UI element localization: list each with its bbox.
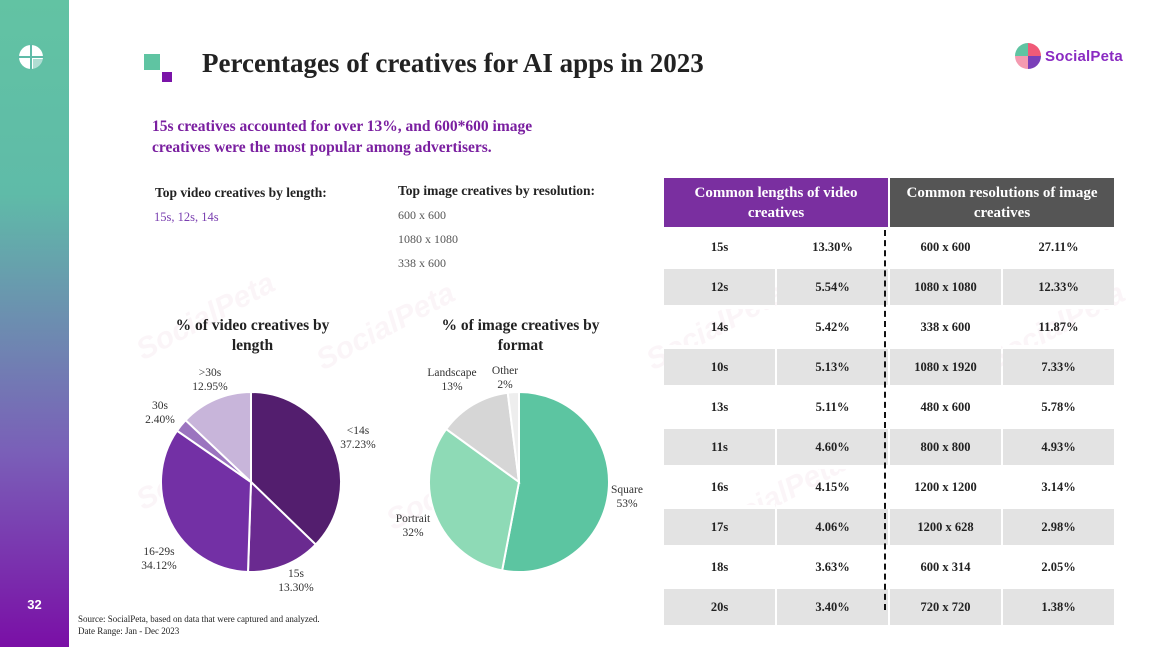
sidebar-band: 32 bbox=[0, 0, 69, 647]
subtitle: 15s creatives accounted for over 13%, an… bbox=[152, 116, 612, 158]
table-cell-image-pct: 5.78% bbox=[1003, 387, 1114, 427]
table-cell-resolution: 1080 x 1080 bbox=[890, 267, 1001, 307]
pie-label-lt14: <14s 37.23% bbox=[340, 425, 376, 451]
table-cell-video-pct: 5.13% bbox=[777, 347, 888, 387]
pie-slice-16-29s bbox=[160, 429, 253, 573]
top-image-value: 1080 x 1080 bbox=[398, 232, 458, 246]
table-cell-video-pct: 4.06% bbox=[777, 507, 888, 547]
table-cell-video-pct: 4.15% bbox=[777, 467, 888, 507]
table-cell-resolution: 720 x 720 bbox=[890, 587, 1001, 627]
pie-label-gt30s: >30s 12.95% bbox=[192, 367, 228, 393]
image-resolutions-header: Common resolutions of image creatives bbox=[890, 178, 1114, 227]
table-cell-image-pct: 4.93% bbox=[1003, 427, 1114, 467]
pie-slice-other bbox=[506, 390, 520, 483]
table-cell-resolution: 1080 x 1920 bbox=[890, 347, 1001, 387]
table-cell-video-pct: 5.11% bbox=[777, 387, 888, 427]
table-cell-image-pct: 1.38% bbox=[1003, 587, 1114, 627]
table-cell-length: 16s bbox=[664, 467, 775, 507]
table-cell-length: 15s bbox=[664, 227, 775, 267]
table-cell-length: 10s bbox=[664, 347, 775, 387]
pie-label-16-29s: 16-29s 34.12% bbox=[141, 546, 177, 572]
top-video-label: Top video creatives by length: bbox=[155, 185, 327, 200]
pie-slice-portrait bbox=[428, 427, 521, 572]
table-cell-image-pct: 12.33% bbox=[1003, 267, 1114, 307]
table-row: 16s 4.15% 1200 x 1200 3.14% bbox=[664, 467, 1114, 507]
title-decoration bbox=[144, 54, 174, 84]
table-cell-length: 18s bbox=[664, 547, 775, 587]
table-cell-image-pct: 27.11% bbox=[1003, 227, 1114, 267]
table-cell-resolution: 1200 x 1200 bbox=[890, 467, 1001, 507]
pie-slice--30s bbox=[184, 390, 252, 485]
video-pie-title: % of video creatives by length bbox=[175, 317, 330, 354]
creatives-table: Common lengths of video creatives Common… bbox=[662, 178, 1116, 627]
table-cell-length: 17s bbox=[664, 507, 775, 547]
table-cell-length: 20s bbox=[664, 587, 775, 627]
table-cell-length: 14s bbox=[664, 307, 775, 347]
table-row: 11s 4.60% 800 x 800 4.93% bbox=[664, 427, 1114, 467]
table-cell-image-pct: 11.87% bbox=[1003, 307, 1114, 347]
video-lengths-header: Common lengths of video creatives bbox=[664, 178, 888, 227]
table-cell-resolution: 600 x 600 bbox=[890, 227, 1001, 267]
table-cell-video-pct: 3.63% bbox=[777, 547, 888, 587]
image-format-pie bbox=[428, 390, 610, 573]
table-cell-video-pct: 5.42% bbox=[777, 307, 888, 347]
table-cell-resolution: 800 x 800 bbox=[890, 427, 1001, 467]
pie-label-other: Other 2% bbox=[491, 365, 519, 391]
pie-label-landscape: Landscape 13% bbox=[427, 367, 477, 393]
page-title: Percentages of creatives for AI apps in … bbox=[202, 48, 704, 78]
page-number: 32 bbox=[27, 597, 42, 612]
table-row: 15s 13.30% 600 x 600 27.11% bbox=[664, 227, 1114, 267]
brand-pie-icon bbox=[1015, 43, 1041, 69]
table-cell-video-pct: 5.54% bbox=[777, 267, 888, 307]
table-row: 12s 5.54% 1080 x 1080 12.33% bbox=[664, 267, 1114, 307]
table-cell-length: 11s bbox=[664, 427, 775, 467]
image-pie-title: % of image creatives by format bbox=[441, 317, 600, 354]
pie-label-15s: 15s 13.30% bbox=[278, 568, 314, 594]
table-cell-resolution: 338 x 600 bbox=[890, 307, 1001, 347]
subtitle-line: creatives were the most popular among ad… bbox=[152, 139, 492, 156]
table-row: 13s 5.11% 480 x 600 5.78% bbox=[664, 387, 1114, 427]
pie-label-portrait: Portrait 32% bbox=[395, 513, 431, 539]
top-image-value: 338 x 600 bbox=[398, 256, 446, 270]
pie-slice--14s bbox=[250, 390, 342, 546]
table-cell-resolution: 480 x 600 bbox=[890, 387, 1001, 427]
table-divider bbox=[884, 230, 886, 610]
pie-label-square: Square 53% bbox=[611, 484, 643, 510]
table-cell-resolution: 600 x 314 bbox=[890, 547, 1001, 587]
pie-slice-15s bbox=[246, 479, 318, 573]
pie-slice-landscape bbox=[444, 391, 521, 485]
table-row: 10s 5.13% 1080 x 1920 7.33% bbox=[664, 347, 1114, 387]
table-cell-image-pct: 3.14% bbox=[1003, 467, 1114, 507]
table-cell-video-pct: 13.30% bbox=[777, 227, 888, 267]
top-image-value: 600 x 600 bbox=[398, 208, 446, 222]
footer-source: Source: SocialPeta, based on data that w… bbox=[78, 614, 320, 624]
top-image-label: Top image creatives by resolution: bbox=[398, 183, 595, 198]
pie-label-30s: 30s 2.40% bbox=[145, 400, 175, 426]
table-cell-video-pct: 3.40% bbox=[777, 587, 888, 627]
footer-date: Date Range: Jan - Dec 2023 bbox=[78, 626, 180, 636]
table-cell-length: 13s bbox=[664, 387, 775, 427]
top-video-values: 15s, 12s, 14s bbox=[154, 210, 219, 224]
table-cell-image-pct: 2.05% bbox=[1003, 547, 1114, 587]
video-length-pie bbox=[160, 390, 342, 573]
logo-icon bbox=[18, 44, 44, 70]
table-cell-image-pct: 7.33% bbox=[1003, 347, 1114, 387]
table-row: 20s 3.40% 720 x 720 1.38% bbox=[664, 587, 1114, 627]
subtitle-line: 15s creatives accounted for over 13%, an… bbox=[152, 118, 533, 135]
table-cell-video-pct: 4.60% bbox=[777, 427, 888, 467]
table-row: 17s 4.06% 1200 x 628 2.98% bbox=[664, 507, 1114, 547]
brand-name: SocialPeta bbox=[1045, 48, 1123, 65]
table-row: 18s 3.63% 600 x 314 2.05% bbox=[664, 547, 1114, 587]
brand-logo: SocialPeta bbox=[1015, 43, 1135, 73]
table-row: 14s 5.42% 338 x 600 11.87% bbox=[664, 307, 1114, 347]
table-cell-image-pct: 2.98% bbox=[1003, 507, 1114, 547]
pie-slice-square bbox=[500, 390, 610, 573]
footer: Source: SocialPeta, based on data that w… bbox=[78, 613, 320, 637]
table-cell-length: 12s bbox=[664, 267, 775, 307]
table-cell-resolution: 1200 x 628 bbox=[890, 507, 1001, 547]
